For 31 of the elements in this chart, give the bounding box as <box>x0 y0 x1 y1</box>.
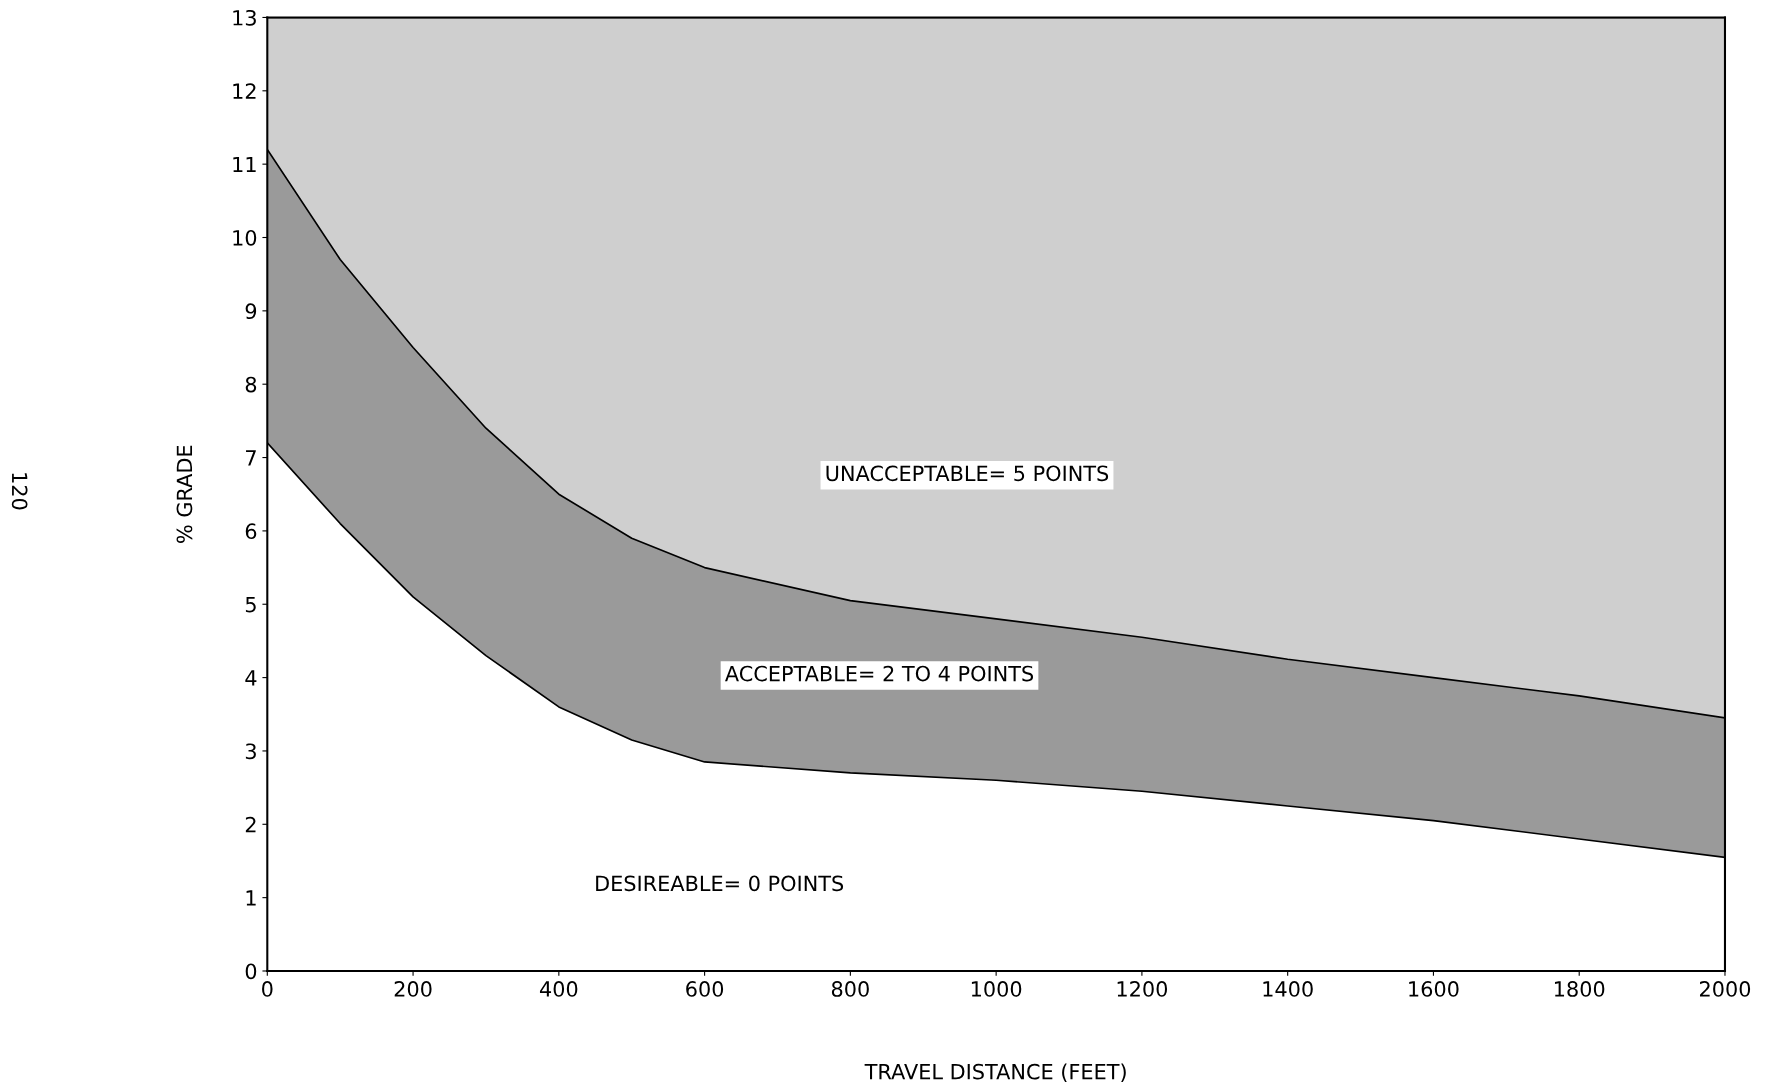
y-tick-label: 4 <box>245 670 257 686</box>
x-tick-label: 0 <box>262 981 273 997</box>
y-tick-label: 3 <box>245 743 256 760</box>
annotation: ACCEPTABLE= 2 TO 4 POINTS <box>725 665 1034 682</box>
x-tick-label: 800 <box>831 981 869 997</box>
annotation: UNACCEPTABLE= 5 POINTS <box>826 465 1109 482</box>
x-tick-label: 400 <box>539 981 578 997</box>
y-tick-label: 10 <box>233 229 257 246</box>
y-tick-label: 5 <box>245 596 256 613</box>
x-tick-label: 600 <box>686 981 724 997</box>
annotation: DESIREABLE= 0 POINTS <box>596 875 844 892</box>
y-tick-label: 6 <box>245 523 257 540</box>
y-tick-label: 9 <box>245 303 257 320</box>
y-tick-label: 13 <box>233 9 256 26</box>
x-tick-label: 1200 <box>1117 981 1168 997</box>
text: 120 <box>11 473 28 510</box>
y-tick-label: 1 <box>246 890 256 906</box>
y-tick-label: 11 <box>233 156 256 173</box>
y-tick-label: 0 <box>245 963 257 980</box>
x-tick-label: 200 <box>394 981 432 997</box>
x-axis-title: TRAVEL DISTANCE (FEET) <box>864 1063 1126 1082</box>
x-tick-label: 1000 <box>971 981 1022 997</box>
x-tick-label: 1400 <box>1263 981 1313 997</box>
x-tick-label: 1600 <box>1409 981 1459 997</box>
y-axis-title: % GRADE <box>176 445 193 543</box>
x-tick-label: 1800 <box>1554 981 1605 997</box>
y-tick-label: 8 <box>245 376 257 393</box>
x-tick-label: 2000 <box>1699 981 1751 997</box>
y-tick-label: 7 <box>246 450 256 466</box>
y-tick-label: 2 <box>245 816 256 833</box>
y-tick-label: 12 <box>233 83 256 99</box>
